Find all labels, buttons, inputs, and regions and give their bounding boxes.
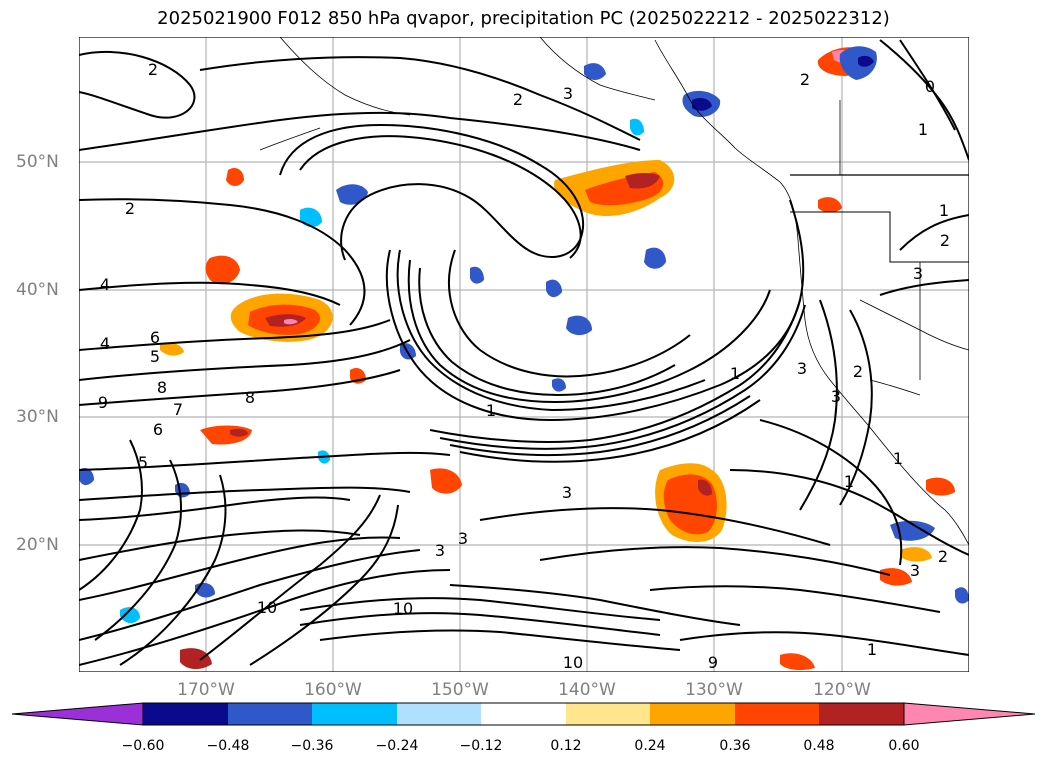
colorbar-tick: 0.60 (888, 738, 920, 754)
lat-label-50n: 50°N (16, 152, 59, 172)
contour-label: 4 (100, 275, 110, 294)
colorbar-bin-firebrick (819, 703, 904, 725)
contour-label: 6 (150, 328, 160, 347)
contour-label: 1 (486, 401, 496, 420)
colorbar-tick: −0.48 (206, 738, 250, 754)
lon-label-160w: 160°W (304, 680, 362, 700)
contour-label: 6 (153, 420, 163, 439)
colorbar-tick: 0.36 (719, 738, 751, 754)
contour-label: 2 (800, 70, 810, 89)
lat-label-40n: 40°N (16, 280, 59, 300)
contour-label: 1 (939, 201, 949, 220)
colorbar-bin-sky (312, 703, 397, 725)
colorbar-bin-redorange (735, 703, 819, 725)
contour-label: 3 (797, 359, 807, 378)
contour-label: 3 (831, 387, 841, 406)
precip-negative (79, 46, 969, 624)
contour-label: 9 (98, 393, 108, 412)
contour-label: 9 (708, 653, 718, 672)
contour-label: 3 (458, 529, 468, 548)
contour-label: 1 (867, 640, 877, 659)
contour-label: 7 (173, 400, 183, 419)
contour-label: 3 (562, 483, 572, 502)
graticule (79, 37, 969, 672)
contour-label: 3 (563, 84, 573, 103)
contour-label: 2 (853, 362, 863, 381)
lon-label-140w: 140°W (558, 680, 616, 700)
lon-label-170w: 170°W (177, 680, 235, 700)
contour-label: 1 (893, 449, 903, 468)
contour-label: 2 (940, 231, 950, 250)
contour-label: 10 (393, 599, 413, 618)
colorbar-bin-lightblue (397, 703, 481, 725)
colorbar-bin-purple (11, 702, 144, 726)
contour-label: 2 (148, 60, 158, 79)
contour-label: 8 (157, 378, 167, 397)
lon-label-130w: 130°W (685, 680, 743, 700)
contour-label: 5 (138, 453, 148, 472)
contour-label: 5 (150, 347, 160, 366)
contour-label: 4 (100, 334, 110, 353)
contour-label: 2 (513, 90, 523, 109)
colorbar-bin-white (481, 703, 566, 725)
colorbar-tick: −0.12 (459, 738, 503, 754)
contour-label: 0 (925, 77, 935, 96)
lon-label-120w: 120°W (813, 680, 871, 700)
map-title: 2025021900 F012 850 hPa qvapor, precipit… (157, 8, 890, 29)
colorbar-tick: 0.48 (803, 738, 835, 754)
colorbar-tick: −0.60 (121, 738, 165, 754)
colorbar-bin-pink (903, 702, 1036, 726)
contour-label: 10 (563, 653, 583, 672)
colorbar-bin-blue (228, 703, 312, 725)
lat-label-30n: 30°N (16, 407, 59, 427)
contour-label: 3 (913, 264, 923, 283)
lon-label-150w: 150°W (431, 680, 489, 700)
contour-label: 10 (257, 598, 277, 617)
coastlines (259, 37, 969, 546)
precip-positive (160, 47, 955, 671)
lat-label-20n: 20°N (16, 535, 59, 555)
colorbar-tick: −0.36 (290, 738, 334, 754)
contour-label: 1 (918, 120, 928, 139)
contour-labels: 2 3 2 2 4 6 5 4 8 9 7 8 6 5 1 1 3 1 1 2 … (98, 60, 950, 672)
colorbar (11, 702, 1036, 726)
contour-lines (79, 39, 969, 666)
colorbar-bin-yellow (566, 703, 650, 725)
contour-label: 3 (910, 561, 920, 580)
contour-label: 1 (730, 364, 740, 383)
colorbar-tick: −0.24 (375, 738, 419, 754)
colorbar-bin-orange (650, 703, 735, 725)
contour-label: 2 (938, 547, 948, 566)
colorbar-tick: 0.24 (634, 738, 666, 754)
contour-label: 2 (125, 199, 135, 218)
contour-label: 1 (844, 472, 854, 491)
colorbar-bin-navy (143, 703, 228, 725)
colorbar-tick: 0.12 (550, 738, 582, 754)
contour-label: 3 (435, 541, 445, 560)
contour-label: 8 (245, 388, 255, 407)
